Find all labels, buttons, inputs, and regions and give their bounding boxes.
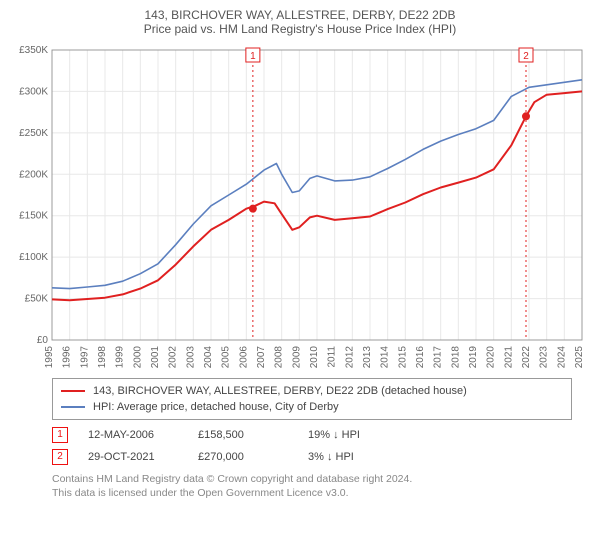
svg-text:2024: 2024 (556, 346, 567, 369)
svg-text:2000: 2000 (132, 346, 143, 369)
sale-marker-badge: 2 (52, 449, 68, 465)
svg-text:2025: 2025 (574, 346, 585, 369)
svg-text:1998: 1998 (97, 346, 108, 369)
svg-text:1999: 1999 (115, 346, 126, 369)
svg-text:2022: 2022 (521, 346, 532, 369)
chart-subtitle: Price paid vs. HM Land Registry's House … (8, 22, 592, 36)
svg-text:2: 2 (523, 51, 529, 62)
svg-text:2001: 2001 (150, 346, 161, 369)
svg-text:2013: 2013 (362, 346, 373, 369)
svg-text:2014: 2014 (380, 346, 391, 369)
svg-text:1997: 1997 (79, 346, 90, 369)
svg-text:2002: 2002 (168, 346, 179, 369)
svg-text:£50K: £50K (25, 294, 49, 305)
legend-swatch (61, 406, 85, 408)
svg-text:2010: 2010 (309, 346, 320, 369)
svg-text:2007: 2007 (256, 346, 267, 369)
svg-text:1996: 1996 (62, 346, 73, 369)
svg-text:2019: 2019 (468, 346, 479, 369)
svg-text:£0: £0 (37, 335, 49, 346)
legend-row: HPI: Average price, detached house, City… (61, 399, 563, 415)
sale-hpi-delta: 3% ↓ HPI (308, 446, 398, 468)
legend-swatch (61, 390, 85, 392)
svg-text:2011: 2011 (327, 346, 338, 368)
legend-row: 143, BIRCHOVER WAY, ALLESTREE, DERBY, DE… (61, 383, 563, 399)
legend-label: 143, BIRCHOVER WAY, ALLESTREE, DERBY, DE… (93, 383, 467, 399)
sale-date: 29-OCT-2021 (88, 446, 178, 468)
sale-row: 2 29-OCT-2021 £270,000 3% ↓ HPI (52, 446, 572, 468)
svg-text:1: 1 (250, 51, 256, 62)
svg-text:1995: 1995 (44, 346, 55, 369)
svg-text:£350K: £350K (19, 45, 48, 56)
footer-line-1: Contains HM Land Registry data © Crown c… (52, 472, 572, 486)
svg-text:2016: 2016 (415, 346, 426, 369)
svg-text:£150K: £150K (19, 211, 48, 222)
sale-row: 1 12-MAY-2006 £158,500 19% ↓ HPI (52, 424, 572, 446)
svg-text:2003: 2003 (185, 346, 196, 369)
footer-attribution: Contains HM Land Registry data © Crown c… (52, 472, 572, 500)
sale-hpi-delta: 19% ↓ HPI (308, 424, 398, 446)
svg-text:2015: 2015 (397, 346, 408, 369)
svg-text:2020: 2020 (486, 346, 497, 369)
chart-area: £0 £50K £100K £150K £200K £250K £300K £350K 1995… (8, 42, 592, 372)
sale-price: £270,000 (198, 446, 288, 468)
svg-text:£200K: £200K (19, 169, 48, 180)
svg-text:2012: 2012 (344, 346, 355, 369)
line-chart-svg: £0 £50K £100K £150K £200K £250K £300K £350K 1995… (8, 42, 592, 372)
svg-text:2023: 2023 (539, 346, 550, 369)
svg-text:2004: 2004 (203, 346, 214, 369)
svg-text:2017: 2017 (433, 346, 444, 369)
svg-text:2009: 2009 (291, 346, 302, 369)
sale-marker-badge: 1 (52, 427, 68, 443)
sales-table: 1 12-MAY-2006 £158,500 19% ↓ HPI 2 29-OCT-202… (52, 424, 572, 468)
sale-price: £158,500 (198, 424, 288, 446)
svg-text:2006: 2006 (238, 346, 249, 369)
svg-text:2018: 2018 (450, 346, 461, 369)
sale-date: 12-MAY-2006 (88, 424, 178, 446)
svg-text:£300K: £300K (19, 86, 48, 97)
svg-text:2021: 2021 (503, 346, 514, 369)
svg-text:£100K: £100K (19, 252, 48, 263)
footer-line-2: This data is licensed under the Open Gov… (52, 486, 572, 500)
legend: 143, BIRCHOVER WAY, ALLESTREE, DERBY, DE… (52, 378, 572, 420)
legend-label: HPI: Average price, detached house, City… (93, 399, 339, 415)
svg-text:2008: 2008 (274, 346, 285, 369)
svg-text:£250K: £250K (19, 128, 48, 139)
chart-title: 143, BIRCHOVER WAY, ALLESTREE, DERBY, DE… (8, 8, 592, 22)
svg-text:2005: 2005 (221, 346, 232, 369)
